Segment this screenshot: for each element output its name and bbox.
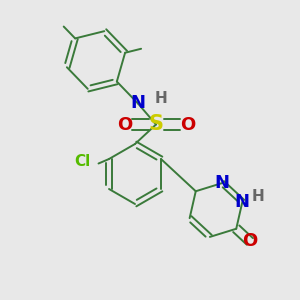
Text: O: O <box>180 116 195 134</box>
Text: N: N <box>130 94 146 112</box>
Text: H: H <box>252 190 265 205</box>
Text: O: O <box>242 232 257 250</box>
Text: O: O <box>117 116 132 134</box>
Text: H: H <box>154 91 167 106</box>
Text: S: S <box>148 115 164 134</box>
Text: Cl: Cl <box>74 154 91 169</box>
Text: N: N <box>214 174 230 192</box>
Text: N: N <box>235 193 250 211</box>
